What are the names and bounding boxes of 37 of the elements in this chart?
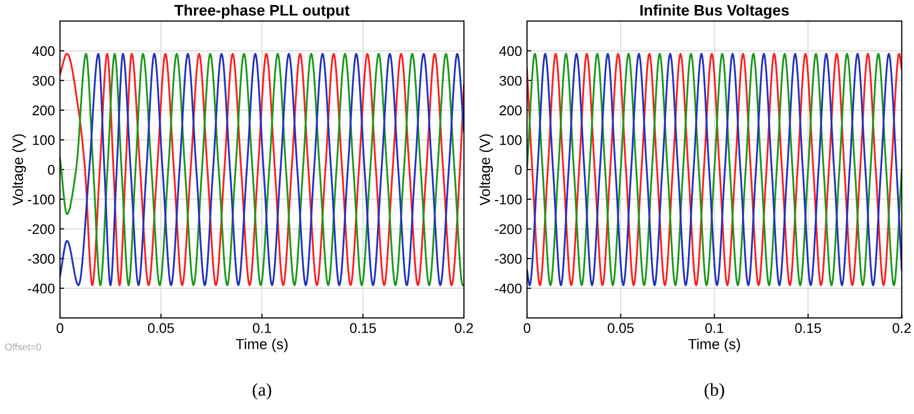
- x-tick-label: 0.05: [608, 323, 634, 334]
- y-tick-label: -400: [494, 284, 522, 294]
- chart-title: Three-phase PLL output: [174, 4, 350, 19]
- x-tick-label: 0.1: [705, 323, 724, 334]
- x-tick-label: 0.05: [148, 323, 174, 334]
- y-tick-label: -400: [28, 284, 55, 294]
- x-tick-label: 0.2: [892, 323, 911, 334]
- x-tick-label: 0.1: [252, 323, 271, 334]
- x-tick-label: 0: [56, 323, 64, 334]
- x-tick-label: 0.2: [454, 323, 473, 334]
- y-tick-label: -100: [28, 194, 55, 204]
- y-tick-label: 0: [48, 164, 55, 175]
- x-axis-title: Time (s): [236, 338, 288, 352]
- y-tick-label: 200: [500, 106, 522, 116]
- y-tick-label: -200: [28, 224, 55, 234]
- y-tick-label: 400: [32, 46, 55, 56]
- y-tick-label: 400: [499, 46, 522, 56]
- y-tick-label: -300: [28, 254, 55, 264]
- chart-title: Infinite Bus Voltages: [640, 4, 789, 19]
- x-axis-title: Time (s): [688, 338, 740, 352]
- y-axis-title: Voltage (V): [479, 134, 493, 206]
- y-axis-title: Voltage (V): [12, 134, 26, 206]
- y-tick-label: 300: [32, 76, 55, 86]
- y-tick-label: -100: [494, 194, 522, 204]
- text: (b): [704, 383, 724, 400]
- text: Offset=0: [5, 343, 42, 350]
- y-tick-label: -300: [494, 254, 522, 264]
- text: (a): [252, 383, 272, 400]
- y-tick-label: 100: [32, 135, 55, 146]
- x-tick-label: 0.15: [795, 323, 821, 334]
- y-tick-label: 300: [500, 76, 522, 86]
- y-tick-label: 100: [500, 135, 522, 146]
- y-tick-label: 0: [514, 164, 522, 175]
- y-tick-label: -200: [494, 224, 522, 234]
- y-tick-label: 200: [32, 106, 55, 116]
- x-tick-label: 0: [524, 323, 530, 334]
- x-tick-label: 0.15: [350, 323, 376, 334]
